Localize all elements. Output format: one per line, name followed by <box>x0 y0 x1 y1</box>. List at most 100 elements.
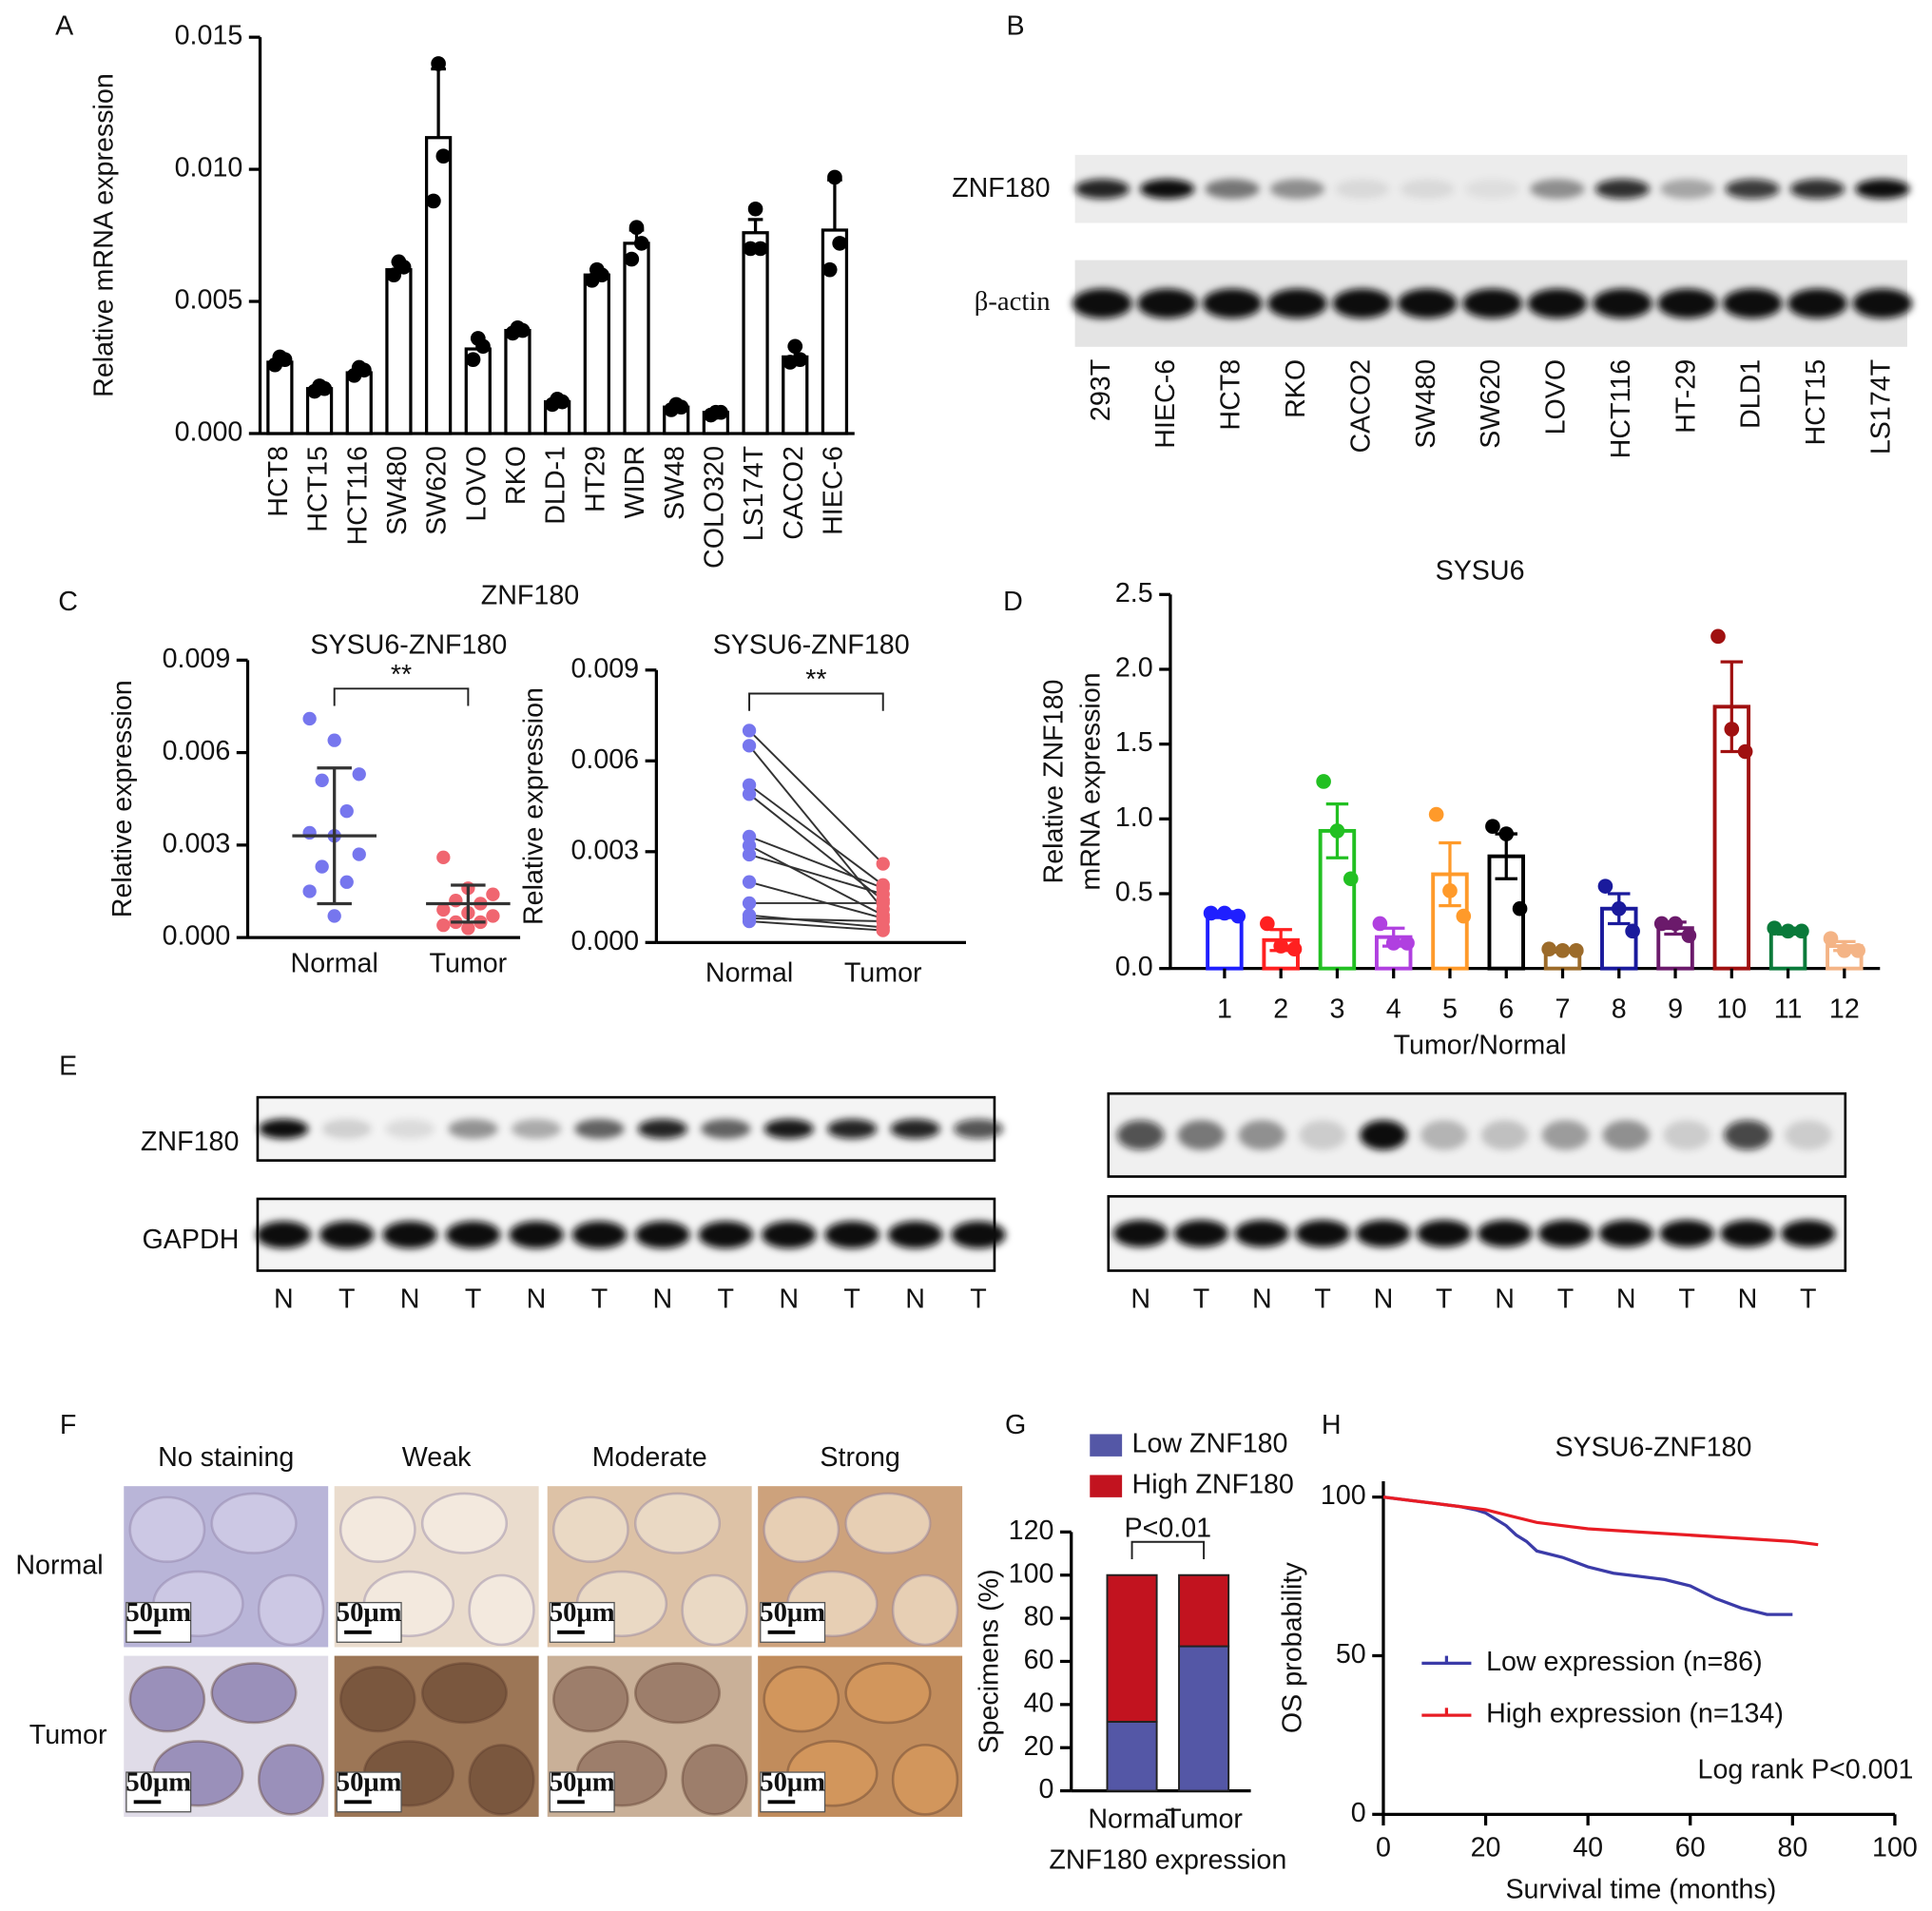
y-tick-label: 80 <box>1024 1602 1054 1632</box>
lane-label: CACO2 <box>1345 359 1376 454</box>
scale-bar-label: 50μm <box>126 1767 191 1798</box>
data-point <box>1837 942 1852 958</box>
x-tick-label: Tumor <box>844 958 922 989</box>
data-point <box>1597 878 1613 894</box>
blot-band <box>1720 1220 1775 1247</box>
ihc-structure <box>128 1496 206 1563</box>
blot-band <box>698 1221 753 1249</box>
blot-band <box>319 1221 375 1249</box>
x-tick-label: Normal <box>705 958 793 989</box>
lane-label: T <box>338 1284 356 1314</box>
bar <box>266 360 294 435</box>
data-point <box>302 884 317 898</box>
pair-line <box>748 783 884 886</box>
x-axis-label: Tumor/Normal <box>1394 1030 1567 1060</box>
blot-band <box>953 1118 1004 1139</box>
blot-band <box>1072 288 1132 318</box>
lane-label: T <box>718 1284 735 1314</box>
lane-label: N <box>1616 1284 1636 1314</box>
data-point <box>624 251 640 267</box>
data-point <box>1653 916 1670 932</box>
lane-label: N <box>1495 1284 1515 1314</box>
bar <box>504 328 531 435</box>
blot-band <box>382 1221 437 1249</box>
y-tick-label: 0 <box>1039 1774 1054 1805</box>
data-point <box>787 338 803 355</box>
blot-band <box>1332 288 1393 318</box>
column-header: No staining <box>158 1442 294 1473</box>
data-point <box>327 733 341 747</box>
scale-bar-box <box>549 1771 615 1813</box>
y-axis-label: OS probability <box>1278 1562 1308 1734</box>
data-point <box>1681 928 1697 943</box>
ihc-structure <box>844 1492 932 1554</box>
bar-segment <box>1178 1573 1230 1648</box>
y-tick-label: 0.010 <box>175 153 243 183</box>
legend-label: Low expression (n=86) <box>1486 1647 1763 1677</box>
y-tick-label: 0.000 <box>570 926 639 956</box>
blot-band <box>1335 179 1390 200</box>
y-tick-label: 0.006 <box>163 736 231 766</box>
lane-label: T <box>843 1284 860 1314</box>
y-tick-label: 0 <box>1351 1798 1366 1828</box>
x-tick-label: LOVO <box>461 446 492 522</box>
annotation: Log rank P<0.001 <box>1698 1754 1914 1785</box>
blot-band <box>1202 288 1263 318</box>
x-tick-label: 4 <box>1386 994 1401 1025</box>
blot-band <box>1177 1120 1226 1150</box>
lane-label: HCT8 <box>1216 359 1246 431</box>
blot-band <box>1725 179 1780 200</box>
data-point <box>1286 941 1303 957</box>
blot-band <box>1784 1120 1832 1150</box>
pair-line <box>748 793 884 901</box>
ihc-structure <box>420 1492 509 1554</box>
scale-bar-label: 50μm <box>760 1597 825 1628</box>
data-point <box>431 56 446 71</box>
lane-label: HCT15 <box>1801 359 1831 446</box>
blot-band <box>1852 288 1913 318</box>
chart-title: SYSU6-ZNF180 <box>713 630 910 661</box>
y-tick-label: 50 <box>1336 1639 1366 1670</box>
scale-bar-box <box>760 1601 826 1643</box>
blot-band <box>887 1221 943 1249</box>
data-point <box>752 241 768 257</box>
blot-band <box>1660 179 1715 200</box>
significance-bracket <box>1130 1540 1206 1560</box>
ihc-structure <box>763 1666 840 1733</box>
y-tick-label: 0.000 <box>175 417 243 448</box>
x-tick-label: 40 <box>1573 1832 1603 1863</box>
x-tick-label: 11 <box>1774 994 1803 1025</box>
blot-band <box>1113 1220 1169 1247</box>
ihc-structure <box>257 1744 325 1816</box>
blot-band <box>1724 1120 1771 1150</box>
data-point <box>1569 942 1584 958</box>
column-header: Strong <box>820 1442 899 1473</box>
x-tick-label: SW480 <box>382 446 413 535</box>
data-point <box>742 739 757 753</box>
panel-label: A <box>55 10 74 41</box>
blot-band <box>824 1221 879 1249</box>
x-tick-label: HIEC-6 <box>818 446 848 535</box>
blot-membrane <box>1107 1195 1847 1272</box>
blot-membrane <box>1107 1091 1847 1178</box>
x-tick-label: 9 <box>1668 994 1683 1025</box>
data-point <box>876 857 890 871</box>
lane-label: N <box>779 1284 799 1314</box>
lane-label: T <box>1800 1284 1817 1314</box>
x-tick-label: 3 <box>1329 994 1344 1025</box>
x-tick-label: 8 <box>1612 994 1627 1025</box>
data-point <box>747 201 763 217</box>
ihc-structure <box>257 1573 325 1647</box>
ihc-structure <box>420 1662 509 1725</box>
lane-label: N <box>274 1284 294 1314</box>
bar <box>782 355 809 435</box>
data-point <box>1230 908 1246 924</box>
data-point <box>1385 936 1401 951</box>
ihc-structure <box>468 1573 535 1647</box>
data-point <box>391 254 407 270</box>
pair-line <box>748 729 884 865</box>
lane-label: T <box>1557 1284 1575 1314</box>
blot-band <box>635 1221 690 1249</box>
bar <box>742 231 769 435</box>
